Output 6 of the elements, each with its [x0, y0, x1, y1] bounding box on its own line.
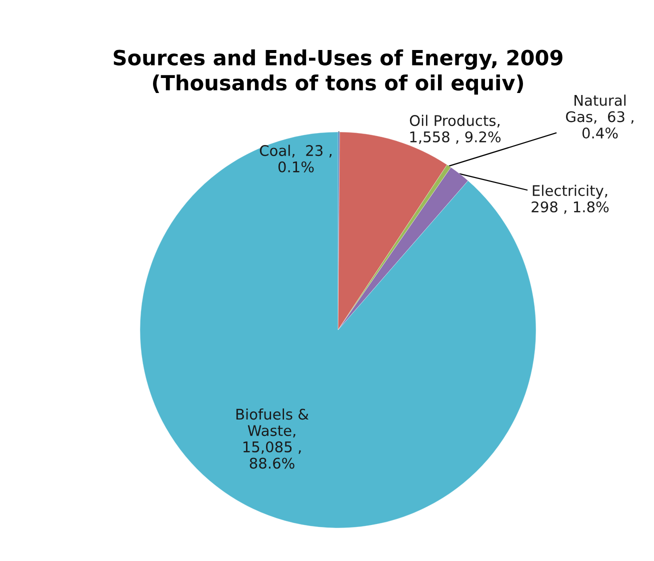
slice-label: Coal, 23 , 0.1%: [260, 144, 332, 172]
slice-label: Electricity, 298 , 1.8%: [532, 184, 609, 214]
slice-label: Oil Products, 1,558 , 9.2%: [410, 114, 501, 144]
slice-label: Biofuels & Waste, 15,085 , 88.6%: [236, 408, 309, 469]
chart-title: Sources and End-Uses of Energy, 2009 (Thousands of tons of oil equiv): [114, 49, 562, 95]
slice-label: Natural Gas, 63 , 0.4%: [566, 94, 634, 139]
